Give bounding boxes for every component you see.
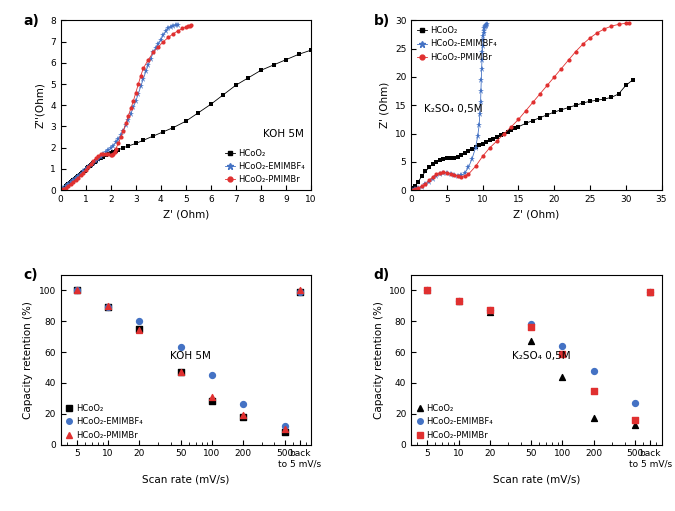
Point	[557, 350, 568, 358]
Point	[103, 303, 113, 311]
Point	[134, 327, 144, 335]
Point	[557, 342, 568, 350]
Y-axis label: Z''(Ohm): Z''(Ohm)	[34, 82, 45, 128]
Point	[238, 413, 248, 421]
Point	[207, 371, 217, 379]
Point	[238, 411, 248, 420]
Text: a): a)	[23, 14, 39, 28]
Y-axis label: Capacity retention (%): Capacity retention (%)	[373, 301, 383, 419]
Point	[645, 288, 655, 296]
Point	[645, 288, 655, 296]
Point	[176, 368, 186, 376]
Text: d): d)	[374, 268, 390, 282]
Legend: HCoO₂, HCoO₂-EMIMBF₄, HCoO₂-PMIMBr: HCoO₂, HCoO₂-EMIMBF₄, HCoO₂-PMIMBr	[222, 146, 308, 188]
X-axis label: Z' (Ohm): Z' (Ohm)	[513, 210, 560, 220]
Point	[526, 323, 537, 332]
Point	[294, 288, 305, 296]
Point	[422, 286, 433, 294]
Text: KOH 5M: KOH 5M	[263, 129, 304, 139]
X-axis label: Z' (Ohm): Z' (Ohm)	[163, 210, 209, 220]
Point	[453, 297, 464, 305]
Point	[176, 343, 186, 352]
Point	[294, 286, 305, 294]
Point	[72, 286, 82, 294]
Point	[453, 297, 464, 305]
Point	[526, 320, 537, 329]
Point	[176, 368, 186, 376]
Point	[588, 366, 599, 375]
Legend: HCoO₂, HCoO₂-EMIMBF₄, HCoO₂-PMIMBr: HCoO₂, HCoO₂-EMIMBF₄, HCoO₂-PMIMBr	[414, 23, 500, 65]
Point	[422, 286, 433, 294]
Point	[630, 421, 641, 429]
Point	[588, 414, 599, 423]
Point	[279, 428, 290, 436]
Point	[557, 373, 568, 381]
Point	[526, 337, 537, 345]
Point	[453, 297, 464, 305]
Point	[103, 303, 113, 311]
Point	[485, 306, 495, 314]
Legend: HCoO₂, HCoO₂-EMIMBF₄, HCoO₂-PMIMBr: HCoO₂, HCoO₂-EMIMBF₄, HCoO₂-PMIMBr	[413, 401, 496, 443]
Point	[422, 286, 433, 294]
Legend: HCoO₂, HCoO₂-EMIMBF₄, HCoO₂-PMIMBr: HCoO₂, HCoO₂-EMIMBF₄, HCoO₂-PMIMBr	[62, 401, 146, 443]
Point	[72, 286, 82, 294]
Point	[103, 301, 113, 310]
X-axis label: Scan rate (mV/s): Scan rate (mV/s)	[142, 474, 230, 484]
Text: K₂SO₄ 0,5M: K₂SO₄ 0,5M	[512, 352, 570, 361]
Point	[207, 392, 217, 401]
Point	[630, 416, 641, 424]
X-axis label: Scan rate (mV/s): Scan rate (mV/s)	[493, 474, 580, 484]
Point	[134, 325, 144, 333]
Point	[645, 288, 655, 296]
Point	[294, 288, 305, 296]
Text: KOH 5M: KOH 5M	[171, 352, 211, 361]
Text: c): c)	[23, 268, 38, 282]
Point	[588, 386, 599, 394]
Text: b): b)	[374, 14, 390, 28]
Point	[72, 286, 82, 294]
Point	[279, 425, 290, 433]
Y-axis label: Z' (Ohm): Z' (Ohm)	[379, 82, 389, 128]
Point	[238, 401, 248, 409]
Point	[485, 306, 495, 314]
Y-axis label: Capacity retention (%): Capacity retention (%)	[23, 301, 33, 419]
Point	[630, 399, 641, 407]
Point	[134, 317, 144, 326]
Point	[207, 397, 217, 405]
Text: K₂SO₄ 0,5M: K₂SO₄ 0,5M	[424, 104, 483, 113]
Point	[485, 308, 495, 316]
Point	[279, 422, 290, 430]
